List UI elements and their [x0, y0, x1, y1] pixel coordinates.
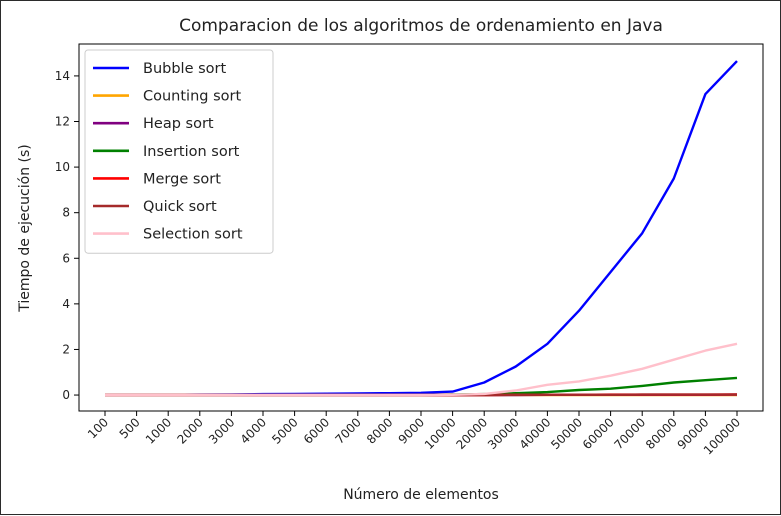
- legend-label: Heap sort: [143, 116, 214, 132]
- x-tick-label: 6000: [301, 415, 332, 446]
- x-tick-label: 7000: [332, 415, 363, 446]
- x-tick-label: 50000: [548, 415, 585, 452]
- y-tick-label: 12: [55, 115, 70, 129]
- x-tick-label: 100: [85, 415, 111, 441]
- x-tick-label: 1000: [143, 415, 174, 446]
- x-tick-label: 3000: [206, 415, 237, 446]
- y-tick-label: 0: [62, 388, 70, 402]
- y-tick-label: 14: [55, 69, 70, 83]
- y-tick-label: 2: [62, 342, 70, 356]
- x-tick-label: 60000: [580, 415, 617, 452]
- legend: Bubble sort Counting sort Heap sort Inserti…: [85, 50, 273, 253]
- x-tick-label: 10000: [422, 415, 459, 452]
- legend-label: Selection sort: [143, 227, 243, 243]
- legend-label: Counting sort: [143, 89, 241, 105]
- y-axis-label: Tiempo de ejecución (s): [17, 144, 33, 313]
- x-tick-label: 2000: [174, 415, 205, 446]
- y-tick-label: 4: [62, 297, 70, 311]
- legend-label: Insertion sort: [143, 144, 240, 160]
- x-tick-label: 5000: [269, 415, 300, 446]
- x-tick-label: 80000: [643, 415, 680, 452]
- x-axis-label: Número de elementos: [343, 487, 499, 503]
- y-tick-label: 6: [62, 251, 70, 265]
- legend-label: Bubble sort: [143, 61, 226, 77]
- x-tick-label: 30000: [485, 415, 522, 452]
- y-tick-label: 10: [55, 160, 70, 174]
- y-axis-ticks: 0 2 4 6 8 10 12 14: [55, 69, 79, 402]
- legend-label: Quick sort: [143, 199, 217, 215]
- x-tick-label: 500: [117, 415, 143, 441]
- x-tick-label: 70000: [611, 415, 648, 452]
- x-tick-label: 40000: [517, 415, 554, 452]
- y-tick-label: 8: [62, 206, 70, 220]
- x-tick-label: 8000: [364, 415, 395, 446]
- legend-label: Merge sort: [143, 171, 221, 187]
- series-line-selection-sort: [105, 344, 737, 395]
- chart-title: Comparacion de los algoritmos de ordenam…: [179, 16, 663, 36]
- x-tick-label: 20000: [453, 415, 490, 452]
- x-tick-label: 4000: [238, 415, 269, 446]
